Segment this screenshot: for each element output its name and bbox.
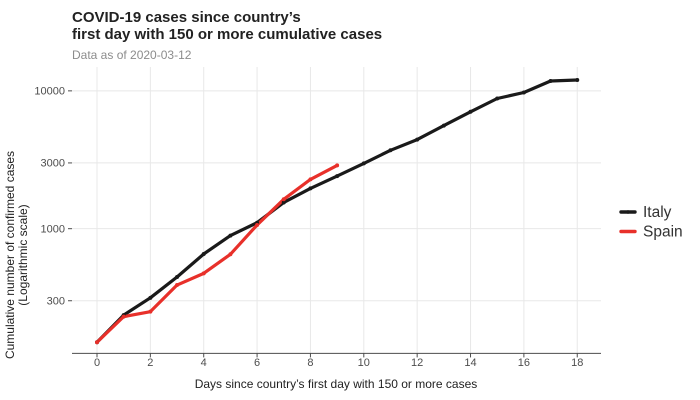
svg-text:Days since country’s first day: Days since country’s first day with 150 … <box>195 377 478 391</box>
svg-text:10: 10 <box>358 357 370 369</box>
svg-text:300: 300 <box>47 296 65 308</box>
svg-text:2: 2 <box>147 357 153 369</box>
svg-text:0: 0 <box>94 357 100 369</box>
svg-text:3000: 3000 <box>41 158 65 170</box>
svg-text:Italy: Italy <box>643 204 672 221</box>
svg-text:Spain: Spain <box>643 224 683 241</box>
svg-text:18: 18 <box>571 357 583 369</box>
svg-text:12: 12 <box>411 357 423 369</box>
svg-text:Cumulative number of confirmed: Cumulative number of confirmed cases <box>3 151 17 359</box>
svg-text:14: 14 <box>464 357 476 369</box>
svg-text:6: 6 <box>254 357 260 369</box>
svg-text:10000: 10000 <box>34 86 65 98</box>
svg-text:16: 16 <box>518 357 530 369</box>
svg-text:(Logarithmic scale): (Logarithmic scale) <box>16 204 30 305</box>
svg-text:1000: 1000 <box>41 224 65 236</box>
svg-text:4: 4 <box>201 357 207 369</box>
svg-text:8: 8 <box>307 357 313 369</box>
